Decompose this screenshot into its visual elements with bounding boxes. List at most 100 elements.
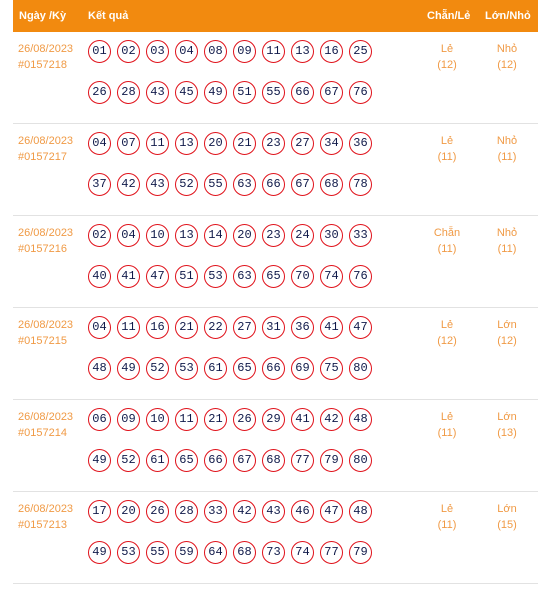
number-ball: 80: [349, 449, 372, 472]
number-ball: 76: [349, 81, 372, 104]
number-ball: 52: [117, 449, 140, 472]
draw-date[interactable]: 26/08/2023: [18, 503, 74, 515]
number-ball: 52: [175, 173, 198, 196]
draw-date[interactable]: 26/08/2023: [18, 227, 74, 239]
table-header: Ngày /Kỳ Kết quả Chẵn/Lẻ Lớn/Nhỏ: [13, 0, 538, 32]
numbers-line-top: 04 07 11 13 20 21 23 27 34 36: [88, 132, 398, 155]
lonnho-value: Nhỏ: [496, 135, 518, 147]
chanle-count: (11): [437, 427, 457, 439]
number-ball: 11: [117, 316, 140, 339]
chanle-value: Lẻ: [440, 319, 454, 331]
draw-info[interactable]: 26/08/2023 #0157217: [18, 133, 73, 165]
chanle-value: Lẻ: [440, 503, 454, 515]
draw-id[interactable]: #0157215: [18, 335, 67, 347]
number-ball: 49: [117, 357, 140, 380]
draw-date[interactable]: 26/08/2023: [18, 43, 74, 55]
chanle-value: Lẻ: [440, 135, 454, 147]
number-ball: 13: [175, 132, 198, 155]
number-ball: 41: [117, 265, 140, 288]
lonnho-count: (12): [497, 59, 517, 71]
chanle-count: (11): [437, 151, 457, 163]
number-ball: 43: [146, 173, 169, 196]
draw-info[interactable]: 26/08/2023 #0157216: [18, 225, 73, 257]
number-ball: 30: [320, 224, 343, 247]
number-ball: 13: [175, 224, 198, 247]
lonnho-cell: Nhỏ (12): [477, 41, 537, 73]
number-ball: 06: [88, 408, 111, 431]
number-ball: 74: [320, 265, 343, 288]
number-ball: 79: [320, 449, 343, 472]
number-ball: 66: [204, 449, 227, 472]
draw-date[interactable]: 26/08/2023: [18, 411, 74, 423]
draw-id[interactable]: #0157218: [18, 59, 67, 71]
number-ball: 68: [320, 173, 343, 196]
header-lonnho-label: Lớn/Nhỏ: [485, 10, 531, 22]
chanle-cell: Chẵn (11): [417, 225, 477, 257]
lonnho-count: (15): [497, 519, 517, 531]
lonnho-value: Lớn: [497, 411, 517, 423]
number-ball: 20: [233, 224, 256, 247]
number-ball: 48: [349, 500, 372, 523]
number-ball: 69: [291, 357, 314, 380]
number-ball: 78: [349, 173, 372, 196]
number-ball: 49: [204, 81, 227, 104]
number-ball: 41: [291, 408, 314, 431]
lonnho-cell: Lớn (15): [477, 501, 537, 533]
chanle-value: Lẻ: [440, 43, 454, 55]
draw-id[interactable]: #0157217: [18, 151, 67, 163]
draw-id[interactable]: #0157216: [18, 243, 67, 255]
number-ball: 68: [262, 449, 285, 472]
number-ball: 48: [88, 357, 111, 380]
number-ball: 77: [320, 541, 343, 564]
result-numbers: 06 09 10 11 21 26 29 41 42 48 49 52 61 65 66 67 68 77 79 8…: [88, 408, 398, 472]
number-ball: 36: [291, 316, 314, 339]
number-ball: 40: [88, 265, 111, 288]
number-ball: 47: [349, 316, 372, 339]
number-ball: 36: [349, 132, 372, 155]
draw-id[interactable]: #0157213: [18, 519, 67, 531]
lonnho-value: Nhỏ: [496, 227, 518, 239]
number-ball: 41: [320, 316, 343, 339]
lonnho-cell: Nhỏ (11): [477, 133, 537, 165]
number-ball: 49: [88, 541, 111, 564]
number-ball: 04: [88, 132, 111, 155]
number-ball: 59: [175, 541, 198, 564]
number-ball: 61: [204, 357, 227, 380]
draw-date[interactable]: 26/08/2023: [18, 319, 74, 331]
chanle-cell: Lẻ (11): [417, 501, 477, 533]
numbers-line-top: 04 11 16 21 22 27 31 36 41 47: [88, 316, 398, 339]
number-ball: 01: [88, 40, 111, 63]
number-ball: 66: [262, 357, 285, 380]
number-ball: 33: [349, 224, 372, 247]
draw-info[interactable]: 26/08/2023 #0157213: [18, 501, 73, 533]
number-ball: 17: [88, 500, 111, 523]
draw-info[interactable]: 26/08/2023 #0157215: [18, 317, 73, 349]
number-ball: 08: [204, 40, 227, 63]
number-ball: 70: [291, 265, 314, 288]
table-row: 26/08/2023 #0157218 01 02 03 04 08 09 11 13 16 25…: [13, 32, 538, 124]
number-ball: 77: [291, 449, 314, 472]
draw-date[interactable]: 26/08/2023: [18, 135, 74, 147]
number-ball: 63: [233, 265, 256, 288]
number-ball: 23: [262, 132, 285, 155]
draw-info[interactable]: 26/08/2023 #0157218: [18, 41, 73, 73]
number-ball: 65: [262, 265, 285, 288]
number-ball: 75: [320, 357, 343, 380]
number-ball: 42: [233, 500, 256, 523]
number-ball: 02: [117, 40, 140, 63]
number-ball: 67: [291, 173, 314, 196]
draw-info[interactable]: 26/08/2023 #0157214: [18, 409, 73, 441]
number-ball: 79: [349, 541, 372, 564]
number-ball: 10: [146, 224, 169, 247]
draw-id[interactable]: #0157214: [18, 427, 67, 439]
number-ball: 53: [175, 357, 198, 380]
number-ball: 24: [291, 224, 314, 247]
number-ball: 09: [233, 40, 256, 63]
chanle-count: (11): [437, 243, 457, 255]
chanle-value: Lẻ: [440, 411, 454, 423]
number-ball: 61: [146, 449, 169, 472]
table-row: 26/08/2023 #0157216 02 04 10 13 14 20 23 24 30 33…: [13, 216, 538, 308]
chanle-count: (12): [437, 59, 457, 71]
number-ball: 48: [349, 408, 372, 431]
number-ball: 28: [117, 81, 140, 104]
